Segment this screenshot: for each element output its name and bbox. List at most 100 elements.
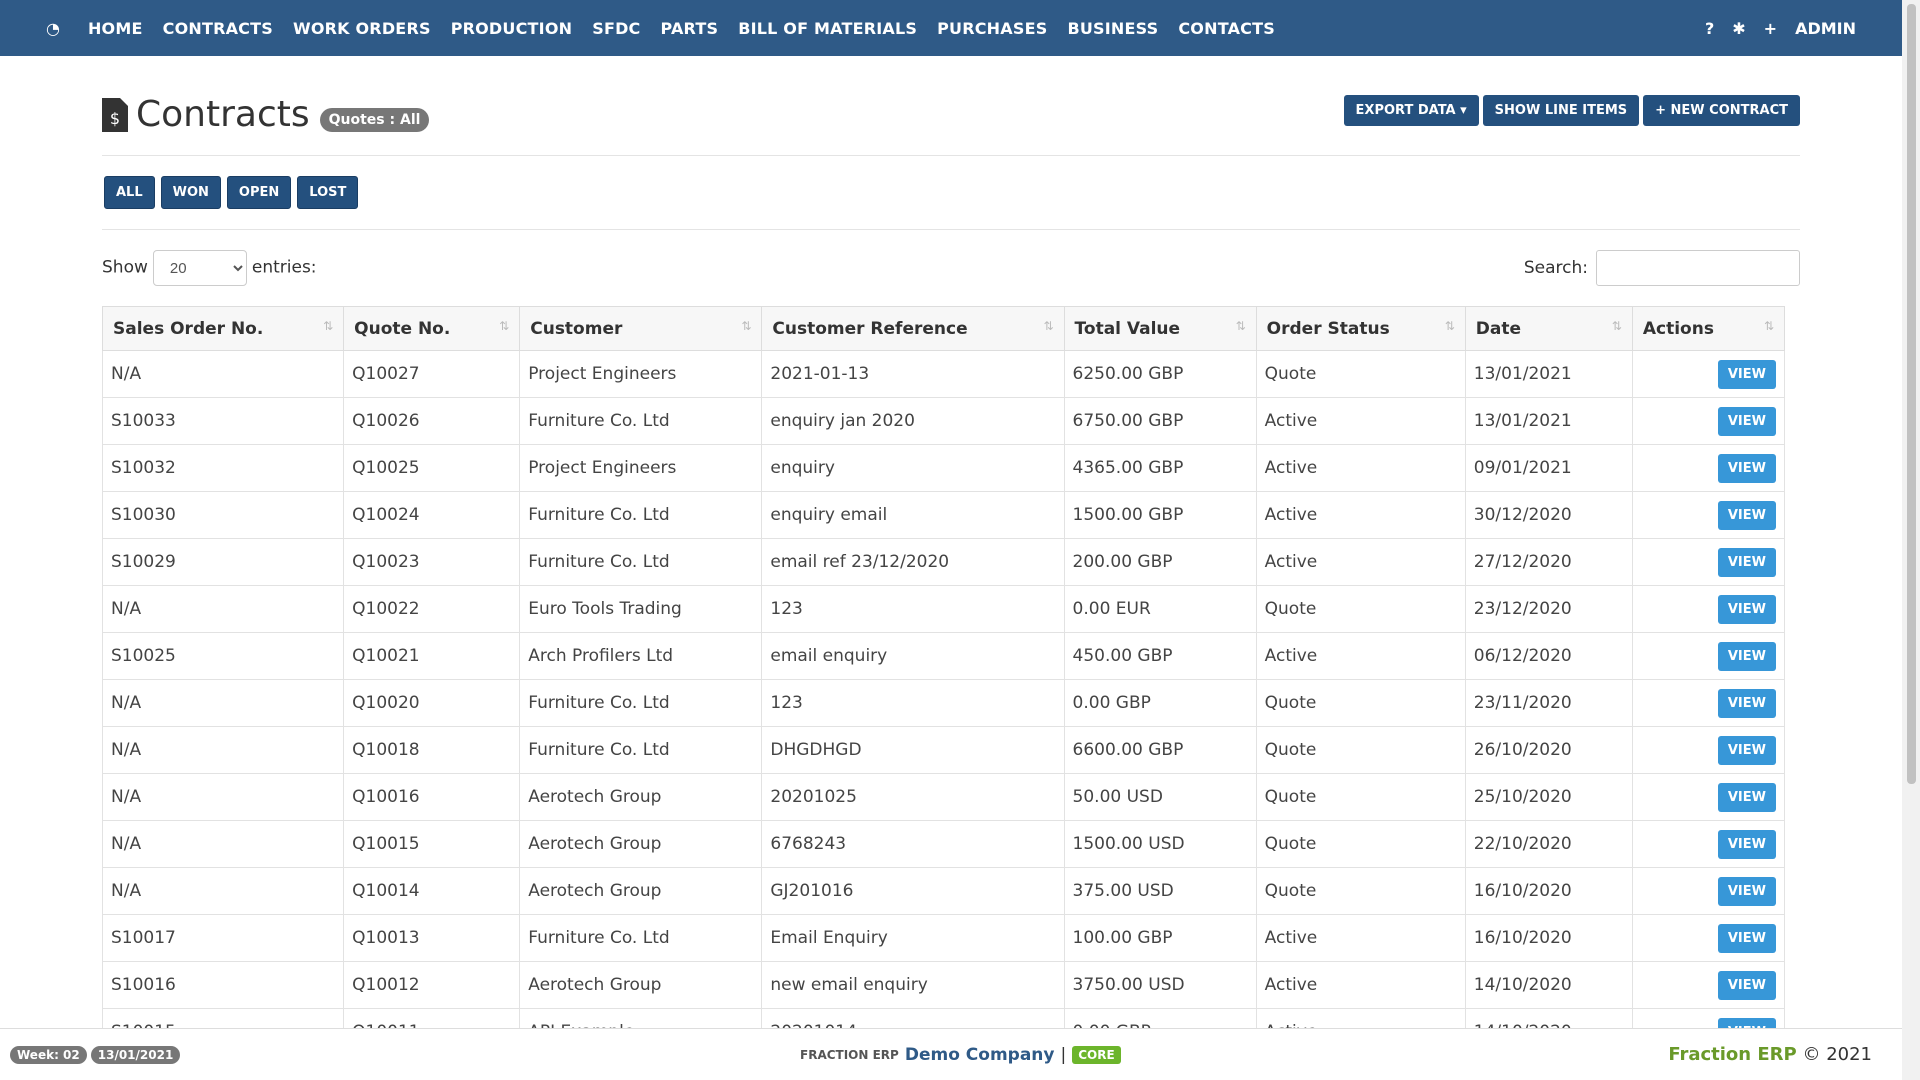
- table-cell: 123: [761, 585, 1065, 633]
- table-cell: N/A: [102, 726, 345, 774]
- view-button[interactable]: VIEW: [1717, 1017, 1776, 1028]
- sort-icon: ⇅: [1235, 318, 1246, 333]
- column-header[interactable]: Customer ⇅: [519, 306, 763, 351]
- main-content: $ Contracts Quotes : All EXPORT DATA ▾ SH…: [102, 56, 1800, 1028]
- column-title: Order Status: [1266, 318, 1390, 339]
- nav-item[interactable]: WORK ORDERS: [292, 18, 431, 38]
- help-icon[interactable]: ?: [1704, 18, 1715, 38]
- add-icon[interactable]: +: [1763, 18, 1778, 38]
- table-cell: Q10022: [343, 585, 521, 633]
- view-button[interactable]: VIEW: [1717, 923, 1776, 953]
- column-header[interactable]: Order Status ⇅: [1255, 306, 1466, 351]
- page-length[interactable]: 20: [152, 250, 247, 286]
- scroll-thumb[interactable]: [1907, 4, 1916, 784]
- table-cell: Q10027: [343, 350, 521, 398]
- table-row: S10016 Q10012 Aerotech Group new email enqu…: [102, 961, 1786, 1009]
- view-button[interactable]: VIEW: [1717, 688, 1776, 718]
- view-button[interactable]: VIEW: [1717, 829, 1776, 859]
- table-cell: 50.00 USD: [1063, 773, 1257, 821]
- header-button[interactable]: EXPORT DATA ▾: [1343, 95, 1479, 126]
- header-row: Sales Order No. ⇅ Quote No. ⇅ Customer ⇅ Custo…: [102, 306, 1786, 351]
- contract-icon: $: [102, 97, 128, 132]
- view-button[interactable]: VIEW: [1717, 500, 1776, 530]
- table-cell: 30/12/2020: [1464, 491, 1633, 539]
- table-cell: 20201014: [761, 1008, 1065, 1028]
- table-row: N/A Q10015 Aerotech Group 6768243 1500.00 US…: [102, 820, 1786, 868]
- table-row: N/A Q10020 Furniture Co. Ltd 123 0.00 GBP Quo…: [102, 679, 1786, 727]
- header-buttons: EXPORT DATA ▾ SHOW LINE ITEMS + NEW CONTRA…: [1343, 95, 1800, 126]
- nav-item[interactable]: BUSINESS: [1067, 18, 1159, 38]
- action-cell: VIEW: [1631, 444, 1786, 492]
- table-cell: Q10013: [343, 914, 521, 962]
- table-cell: Active: [1255, 397, 1466, 445]
- column-title: Customer Reference: [772, 318, 968, 339]
- nav-item[interactable]: BILL OF MATERIALS: [738, 18, 918, 38]
- scrollbar: [1902, 0, 1920, 1080]
- copyright-year: © 2021: [1802, 1044, 1872, 1065]
- table-row: N/A Q10022 Euro Tools Trading 123 0.00 EUR Qu…: [102, 585, 1786, 633]
- user-menu[interactable]: ADMIN: [1795, 18, 1856, 38]
- view-button[interactable]: VIEW: [1717, 876, 1776, 906]
- nav-item[interactable]: CONTRACTS: [162, 18, 273, 38]
- table-cell: 26/10/2020: [1464, 726, 1633, 774]
- nav-item[interactable]: HOME: [87, 18, 143, 38]
- header-button[interactable]: SHOW LINE ITEMS: [1482, 95, 1640, 126]
- column-header[interactable]: Actions ⇅: [1631, 306, 1786, 351]
- table-cell: Q10014: [343, 867, 521, 915]
- table-row: S10032 Q10025 Project Engineers enquiry 4365…: [102, 444, 1786, 492]
- view-button[interactable]: VIEW: [1717, 735, 1776, 765]
- action-cell: VIEW: [1631, 491, 1786, 539]
- header-button[interactable]: + NEW CONTRACT: [1643, 95, 1800, 126]
- nav-item[interactable]: SFDC: [592, 18, 641, 38]
- column-header[interactable]: Quote No. ⇅: [343, 306, 521, 351]
- filter-button[interactable]: ALL: [104, 176, 155, 209]
- view-button[interactable]: VIEW: [1717, 547, 1776, 577]
- column-title: Customer: [530, 318, 623, 339]
- date-pill: 13/01/2021: [90, 1045, 181, 1064]
- nav-item[interactable]: PRODUCTION: [450, 18, 573, 38]
- view-button[interactable]: VIEW: [1717, 970, 1776, 1000]
- column-header[interactable]: Date ⇅: [1464, 306, 1633, 351]
- nav-item[interactable]: PURCHASES: [937, 18, 1048, 38]
- table-cell: GJ201016: [761, 867, 1065, 915]
- filter-button[interactable]: OPEN: [226, 176, 292, 209]
- view-button[interactable]: VIEW: [1717, 782, 1776, 812]
- action-cell: VIEW: [1631, 726, 1786, 774]
- view-button[interactable]: VIEW: [1717, 453, 1776, 483]
- table-cell: Q10024: [343, 491, 521, 539]
- view-button[interactable]: VIEW: [1717, 594, 1776, 624]
- table-cell: DHGDHGD: [761, 726, 1065, 774]
- table-cell: N/A: [102, 350, 345, 398]
- svg-text:$: $: [110, 109, 120, 128]
- table-cell: Quote: [1255, 585, 1466, 633]
- column-title: Quote No.: [354, 318, 451, 339]
- view-button[interactable]: VIEW: [1717, 641, 1776, 671]
- table-cell: 06/12/2020: [1464, 632, 1633, 680]
- table-cell: 0.00 EUR: [1063, 585, 1257, 633]
- column-header[interactable]: Customer Reference ⇅: [761, 306, 1065, 351]
- table-cell: Active: [1255, 914, 1466, 962]
- table-cell: Active: [1255, 444, 1466, 492]
- nav-item[interactable]: CONTACTS: [1178, 18, 1275, 38]
- table-cell: Active: [1255, 491, 1466, 539]
- entries-label: entries:: [251, 257, 317, 278]
- view-button[interactable]: VIEW: [1717, 359, 1776, 389]
- table-row: S10025 Q10021 Arch Profilers Ltd email enqu…: [102, 632, 1786, 680]
- table-cell: 13/01/2021: [1464, 350, 1633, 398]
- filter-button[interactable]: WON: [160, 176, 221, 209]
- table-cell: Q10015: [343, 820, 521, 868]
- sort-icon: ⇅: [1611, 318, 1622, 333]
- settings-icon[interactable]: ✱: [1732, 18, 1746, 38]
- dashboard-icon[interactable]: ◔: [46, 18, 60, 38]
- filter-button[interactable]: LOST: [297, 176, 359, 209]
- view-button[interactable]: VIEW: [1717, 406, 1776, 436]
- nav-item[interactable]: PARTS: [660, 18, 719, 38]
- sort-icon: ⇅: [1043, 318, 1054, 333]
- column-header[interactable]: Sales Order No. ⇅: [102, 306, 345, 351]
- table-row: S10029 Q10023 Furniture Co. Ltd email ref 2…: [102, 538, 1786, 586]
- table-cell: enquiry email: [761, 491, 1065, 539]
- search-input[interactable]: [1596, 250, 1800, 286]
- table-cell: email ref 23/12/2020: [761, 538, 1065, 586]
- column-header[interactable]: Total Value ⇅: [1063, 306, 1257, 351]
